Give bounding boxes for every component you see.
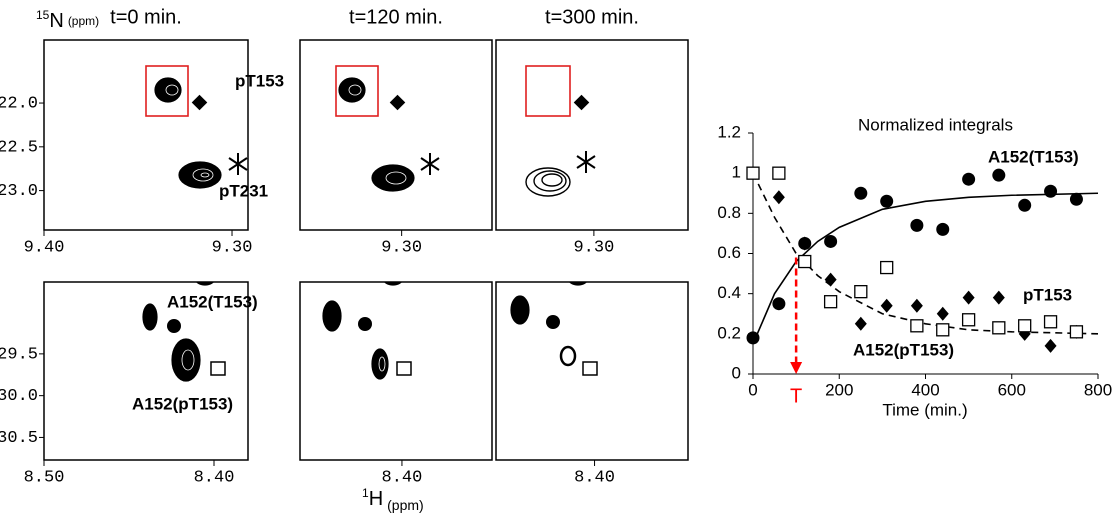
point [880,298,893,313]
point [1044,338,1057,353]
contours [141,76,588,383]
threshold-arrow [790,362,803,374]
nucleus: N [49,10,63,32]
y-tick-label: 1 [732,163,741,182]
point [746,166,760,180]
x-tick-label: 8.40 [382,468,423,487]
point [880,194,894,208]
point [854,316,867,331]
point [746,331,760,345]
x-tick-label: 400 [911,380,939,399]
x-tick-label: 8.40 [574,468,615,487]
panel-frame [495,39,689,231]
column-title: t=0 min. [110,6,182,28]
point [1044,184,1058,198]
point [854,186,868,200]
fit-line [752,192,1099,345]
y-tick-label: 0.8 [717,203,741,222]
isotope: 15 [36,8,50,22]
y-axis-label: 15N (ppm) [36,8,99,32]
point [962,290,975,305]
point [1069,192,1083,206]
y-tick-label: 0.6 [717,243,741,262]
x-tick-label: 600 [998,380,1026,399]
y-tick-label: 0 [732,363,741,382]
annotation: pT153 [235,71,284,90]
panel-frame [495,281,689,461]
point [854,285,868,299]
x-tick-label: 200 [825,380,853,399]
y-tick-label: 130.0 [0,387,38,406]
point [962,172,976,186]
isotope: 1 [362,486,369,500]
point [936,306,949,321]
point [772,190,785,205]
point [824,234,838,248]
point [992,290,1005,305]
point [1043,315,1058,329]
annotation: A152(pT153) [132,394,233,413]
x-tick-label: 800 [1084,380,1112,399]
column-title: t=300 min. [545,6,639,28]
point [772,166,786,180]
x-tick-label: 9.30 [381,238,422,257]
unit: (ppm) [387,497,424,513]
panel-frame [43,39,249,231]
y-tick-label: 0.4 [717,283,741,302]
point [1018,319,1032,333]
point [772,297,786,311]
point [961,313,976,327]
y-tick-label: 129.5 [0,345,38,364]
nucleus: H [369,488,383,510]
x-tick-label: 9.30 [212,238,253,257]
point [910,319,924,333]
point [823,295,838,309]
x-axis-label: 1H (ppm) [362,486,424,513]
point [936,323,950,337]
panel-frame [43,281,249,461]
point [992,321,1006,335]
panel-frame [299,281,493,461]
x-tick-label: 9.30 [573,238,614,257]
annotation: pT231 [219,181,268,200]
x-tick-label: 9.40 [24,238,65,257]
panel-frame [299,39,493,231]
series-label: pT153 [1023,285,1072,304]
column-title: t=120 min. [349,6,443,28]
fit-line [752,172,1099,335]
y-tick-label: 122.0 [0,95,38,114]
y-tick-label: 123.0 [0,182,38,201]
peak-symbols [145,65,598,376]
point [798,254,812,269]
x-tick-label: 8.50 [24,468,65,487]
threshold-label: T [790,385,802,407]
point [1069,325,1084,339]
y-tick-label: 1.2 [717,122,741,141]
point [798,236,811,251]
point [936,222,950,236]
chart-title: Normalized integrals [858,115,1013,134]
y-tick-label: 130.5 [0,429,38,448]
point [910,298,923,313]
point [824,272,837,287]
x-tick-label: 8.40 [194,468,235,487]
series-label: A152(pT153) [853,340,954,359]
point [1018,198,1032,212]
y-tick-label: 0.2 [717,323,741,342]
unit: (ppm) [68,14,99,28]
x-tick-label: 0 [748,380,757,399]
point [910,218,924,232]
x-axis-title: Time (min.) [882,400,967,419]
point [992,168,1006,182]
point [880,260,894,275]
annotation: A152(T153) [167,292,258,311]
series-label: A152(T153) [988,147,1079,166]
y-tick-label: 122.5 [0,138,38,157]
